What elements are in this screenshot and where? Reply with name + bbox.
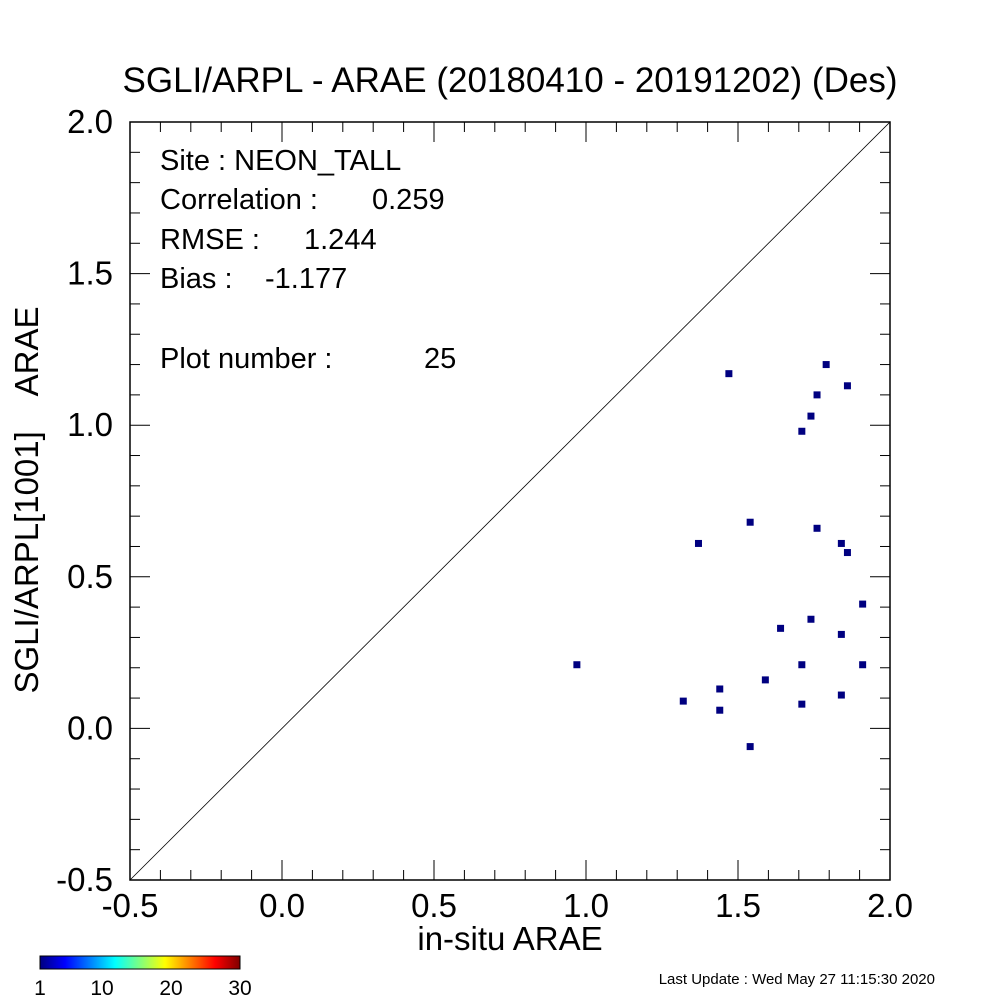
data-point [746,743,754,751]
y-tick-label: -0.5 [56,861,113,898]
data-point [807,615,815,623]
data-point [761,676,769,684]
stats-rmse-label: RMSE : [160,224,260,256]
x-tick-labels: -0.5 0.0 0.5 1.0 1.5 2.0 [102,887,913,924]
data-point [777,624,785,632]
last-update: Last Update : Wed May 27 11:15:30 2020 [659,971,935,988]
data-point [813,391,821,399]
y-axis-label: SGLI/ARPL[1001] ARAE [8,306,45,693]
colorbar-tick-label: 30 [228,977,251,1000]
data-point [837,691,845,699]
data-point [807,412,815,420]
stats-bias-label: Bias : [160,263,233,295]
stats-plot-number-value: 25 [424,343,456,375]
x-tick-label: 2.0 [867,887,913,924]
colorbar-tick-label: 1 [34,977,46,1000]
data-point [798,661,806,669]
x-tick-label: -0.5 [102,887,159,924]
stats-rmse-value: 1.244 [304,224,377,256]
data-point [843,549,851,557]
colorbar-tick-label: 20 [159,977,182,1000]
y-tick-label: 1.0 [67,406,113,443]
stats-site: Site : NEON_TALL [160,145,401,177]
stats-correlation-label: Correlation : [160,184,318,216]
data-point [798,427,806,435]
data-point [746,518,754,526]
data-point [837,539,845,547]
data-point [694,539,702,547]
stats-bias-value: -1.177 [265,263,347,295]
y-tick-label: 0.5 [67,558,113,595]
data-point [813,524,821,532]
data-point [837,630,845,638]
colorbar-tick-labels: 1 10 20 30 [34,977,252,1000]
one-to-one-line [129,121,891,881]
stats-plot-number-label: Plot number : [160,343,332,375]
data-point [822,361,830,369]
x-tick-label: 0.5 [411,887,457,924]
chart-title: SGLI/ARPL - ARAE (20180410 - 20191202) (… [123,61,898,100]
y-tick-label: 0.0 [67,709,113,746]
x-tick-label: 0.0 [259,887,305,924]
data-point [716,706,724,714]
colorbar [39,955,241,970]
data-point [725,370,733,378]
data-point [859,600,867,608]
data-point [859,661,867,669]
data-point [573,661,581,669]
axis-ticks [129,121,891,881]
y-tick-label: 1.5 [67,255,113,292]
x-tick-label: 1.0 [563,887,609,924]
stats-box: Site : NEON_TALL Correlation : 0.259 RMS… [160,145,456,375]
x-axis-label: in-situ ARAE [417,920,602,957]
y-tick-label: 2.0 [67,103,113,140]
data-point [843,382,851,390]
data-point [679,697,687,705]
data-point [798,700,806,708]
data-points [573,361,867,751]
plot-frame [129,121,891,881]
x-tick-label: 1.5 [715,887,761,924]
stats-correlation-value: 0.259 [372,184,445,216]
data-point [716,685,724,693]
colorbar-tick-label: 10 [90,977,113,1000]
y-tick-labels: -0.5 0.0 0.5 1.0 1.5 2.0 [56,103,113,898]
